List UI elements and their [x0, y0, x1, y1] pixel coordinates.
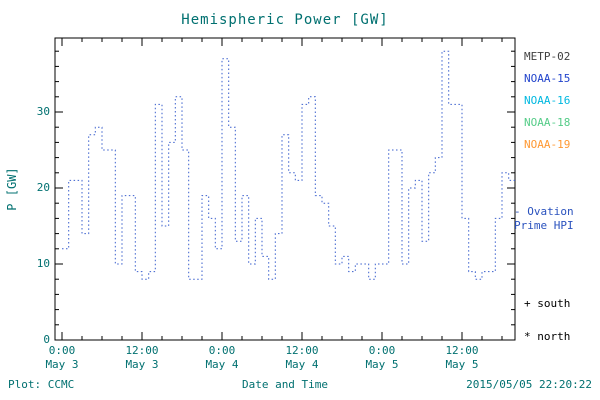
legend-item-noaa19: NOAA-19	[524, 138, 571, 151]
ovation-prime-note: - Ovation Prime HPI	[514, 205, 574, 233]
ovation-hpi-line	[62, 50, 515, 280]
y-tick-label: 30	[36, 105, 50, 118]
x-tick-label: 12:00 May 4	[285, 344, 319, 371]
ovation-note-line2: Prime HPI	[514, 219, 574, 232]
x-tick-label: 12:00 May 3	[125, 344, 159, 371]
chart-title: Hemispheric Power [GW]	[181, 12, 389, 28]
timestamp: 2015/05/05 22:20:22	[466, 378, 592, 391]
x-tick-label: 0:00 May 5	[365, 344, 399, 371]
x-tick-label: 0:00 May 3	[45, 344, 79, 371]
legend-item-metp02: METP-02	[524, 50, 571, 63]
y-tick-label: 10	[36, 257, 50, 270]
plot-credit: Plot: CCMC	[8, 378, 75, 391]
y-tick-label: 20	[36, 181, 50, 194]
x-tick-label: 12:00 May 5	[445, 344, 479, 371]
north-marker-label: * north	[524, 330, 571, 343]
legend-item-noaa18: NOAA-18	[524, 116, 571, 129]
satellite-legend: METP-02 NOAA-15 NOAA-16 NOAA-18 NOAA-19	[524, 46, 570, 156]
x-tick-label: 0:00 May 4	[205, 344, 239, 371]
legend-item-noaa16: NOAA-16	[524, 94, 571, 107]
y-tick-label: 0	[43, 333, 50, 346]
x-axis-label: Date and Time	[241, 378, 329, 391]
ovation-note-line1: - Ovation	[514, 205, 574, 218]
legend-item-noaa15: NOAA-15	[524, 72, 571, 85]
south-marker-label: + south	[524, 297, 571, 310]
